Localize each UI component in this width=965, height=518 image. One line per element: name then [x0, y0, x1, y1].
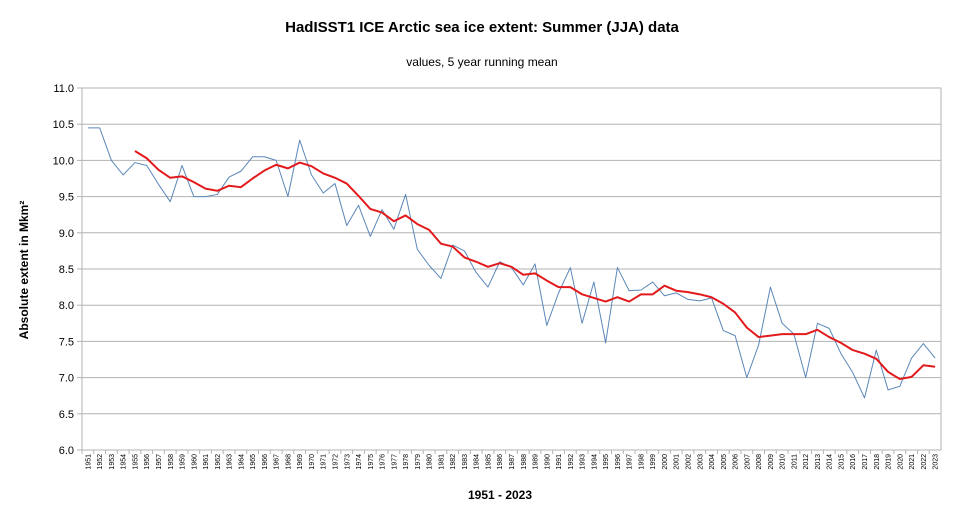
- x-tick-label: 1957: [156, 454, 163, 470]
- x-tick-label: 1964: [238, 454, 245, 470]
- gridlines: [77, 87, 941, 454]
- x-tick-label: 1967: [274, 454, 281, 470]
- x-tick-label: 1987: [509, 454, 516, 470]
- x-tick-label: 1972: [332, 454, 339, 470]
- x-tick-label: 2008: [756, 454, 763, 470]
- x-tick-label: 1991: [556, 454, 563, 470]
- x-tick-label: 2002: [686, 454, 693, 470]
- x-tick-label: 1953: [109, 454, 116, 470]
- y-tick-label: 6.5: [59, 409, 74, 421]
- x-tick-label: 1990: [544, 454, 551, 470]
- chart-subtitle: values, 5 year running mean: [406, 55, 557, 69]
- y-tick-labels: 6.0 6.5 7.0 7.5 8.0 8.5 9.0 9.5 10.0 10.5 11.0: [53, 83, 74, 457]
- x-tick-label: 1954: [121, 454, 128, 470]
- x-tick-label: 1958: [168, 454, 175, 470]
- x-tick-label: 2017: [862, 454, 869, 470]
- x-tick-label: 1966: [262, 454, 269, 470]
- x-tick-label: 1996: [615, 454, 622, 470]
- x-tick-label: 1959: [180, 454, 187, 470]
- x-tick-label: 2010: [780, 454, 787, 470]
- series-line-values: [87, 127, 936, 399]
- x-tick-label: 1963: [227, 454, 234, 470]
- x-tick-label: 1969: [297, 454, 304, 470]
- x-tick-label: 1952: [97, 454, 104, 470]
- x-tick-label: 2021: [909, 454, 916, 470]
- y-tick-label: 10.0: [53, 155, 74, 167]
- x-tick-label: 1980: [427, 454, 434, 470]
- series-line-running-mean: [134, 150, 936, 381]
- chart-title: HadISST1 ICE Arctic sea ice extent: Summ…: [285, 19, 679, 36]
- x-tick-label: 1985: [485, 454, 492, 470]
- x-tick-label: 1995: [603, 454, 610, 470]
- plot-area: [81, 87, 942, 451]
- x-tick-label: 1998: [638, 454, 645, 470]
- x-tick-labels: 1951 1952 1953 1954 1955 1956 1957 1958 1959 1960…: [85, 454, 939, 470]
- y-tick-label: 7.0: [59, 373, 74, 385]
- x-tick-label: 1971: [321, 454, 328, 470]
- x-tick-label: 1961: [203, 454, 210, 470]
- y-axis-title: Absolute extent in Mkm²: [17, 201, 31, 340]
- y-tick-label: 8.5: [59, 264, 74, 276]
- x-tick-label: 1993: [580, 454, 587, 470]
- x-tick-label: 2020: [897, 454, 904, 470]
- x-tick-label: 2015: [838, 454, 845, 470]
- x-tick-label: 1955: [132, 454, 139, 470]
- series-group: [87, 127, 936, 399]
- x-tick-label: 2006: [733, 454, 740, 470]
- x-axis-title: 1951 - 2023: [468, 488, 532, 502]
- x-tick-label: 2014: [827, 454, 834, 470]
- y-tick-label: 9.0: [59, 228, 74, 240]
- x-tick-label: 2013: [815, 454, 822, 470]
- x-tick-label: 1962: [215, 454, 222, 470]
- x-tick-label: 1974: [356, 454, 363, 470]
- x-tick-label: 1986: [497, 454, 504, 470]
- x-tick-label: 1977: [391, 454, 398, 470]
- x-tick-label: 1978: [403, 454, 410, 470]
- x-tick-label: 2003: [697, 454, 704, 470]
- x-tick-label: 1982: [450, 454, 457, 470]
- x-tick-label: 2007: [744, 454, 751, 470]
- y-tick-label: 7.5: [59, 336, 74, 348]
- y-tick-label: 8.0: [59, 300, 74, 312]
- x-tick-label: 1994: [591, 454, 598, 470]
- x-tick-label: 2012: [803, 454, 810, 470]
- x-tick-label: 1968: [285, 454, 292, 470]
- x-tick-label: 1970: [309, 454, 316, 470]
- x-tick-label: 1951: [85, 454, 92, 470]
- x-tick-label: 2005: [721, 454, 728, 470]
- x-tick-label: 1965: [250, 454, 257, 470]
- x-tick-label: 1992: [568, 454, 575, 470]
- x-tick-label: 2009: [768, 454, 775, 470]
- x-tick-label: 2000: [662, 454, 669, 470]
- x-tick-label: 1997: [627, 454, 634, 470]
- x-tick-label: 2022: [921, 454, 928, 470]
- x-tick-label: 1956: [144, 454, 151, 470]
- x-tick-label: 1975: [368, 454, 375, 470]
- x-tick-label: 1979: [415, 454, 422, 470]
- x-tick-label: 2023: [933, 454, 940, 470]
- x-tick-label: 1973: [344, 454, 351, 470]
- x-tick-label: 2004: [709, 454, 716, 470]
- x-tick-label: 2016: [850, 454, 857, 470]
- x-tick-label: 1960: [191, 454, 198, 470]
- x-tick-label: 2001: [674, 454, 681, 470]
- y-tick-label: 9.5: [59, 192, 74, 204]
- x-tick-label: 2018: [874, 454, 881, 470]
- x-tick-label: 1989: [533, 454, 540, 470]
- x-tick-label: 1981: [438, 454, 445, 470]
- x-tick-label: 1976: [380, 454, 387, 470]
- x-tick-label: 1999: [650, 454, 657, 470]
- x-tick-label: 2011: [791, 454, 798, 469]
- y-tick-label: 6.0: [59, 445, 74, 457]
- x-tick-label: 1984: [474, 454, 481, 470]
- x-tick-label: 2019: [886, 454, 893, 470]
- y-tick-label: 10.5: [53, 119, 74, 131]
- y-tick-label: 11.0: [53, 83, 74, 95]
- x-tick-label: 1988: [521, 454, 528, 470]
- x-tick-label: 1983: [462, 454, 469, 470]
